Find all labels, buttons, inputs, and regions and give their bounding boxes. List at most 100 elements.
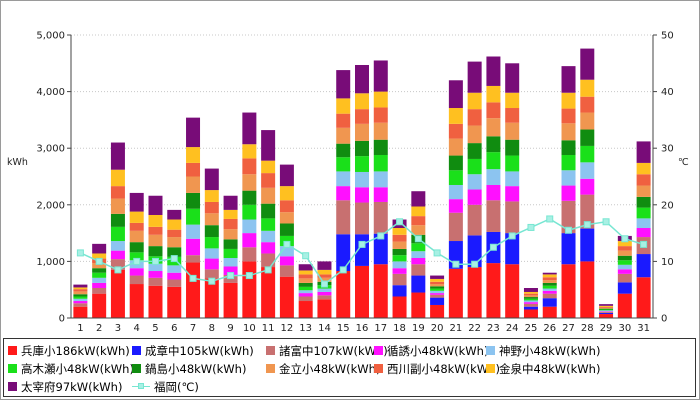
- bar-segment: [148, 226, 163, 235]
- x-axis-tick-label: 25: [525, 323, 538, 334]
- bar-segment: [392, 228, 407, 235]
- bar-segment: [167, 237, 182, 248]
- bar-segment: [430, 278, 445, 282]
- bar-segment: [542, 285, 557, 289]
- bar-segment: [298, 270, 313, 275]
- bar-segment: [448, 80, 463, 109]
- bar-segment: [486, 169, 501, 185]
- bar-segment: [486, 85, 501, 103]
- bar-segment: [486, 152, 501, 170]
- bar-segment: [617, 246, 632, 251]
- bar-segment: [636, 141, 651, 163]
- bar-segment: [580, 96, 595, 113]
- legend-item: 神野小48kW(kWh): [486, 342, 600, 359]
- bar-segment: [636, 254, 651, 278]
- bar-segment: [636, 185, 651, 197]
- bar-segment: [505, 122, 520, 140]
- legend-label: 金立小48kW(kWh): [279, 361, 381, 376]
- x-axis-tick-label: 31: [637, 323, 650, 334]
- bar-segment: [223, 248, 238, 259]
- bar-segment: [580, 129, 595, 146]
- bar-segment: [392, 255, 407, 262]
- bar-segment: [261, 187, 276, 204]
- bar-segment: [129, 211, 144, 223]
- bar-segment: [73, 298, 88, 302]
- bar-segment: [73, 306, 88, 318]
- bar-segment: [148, 277, 163, 286]
- bar-segment: [261, 253, 276, 268]
- bar-segment: [617, 264, 632, 270]
- y2-axis-tick-label: 30: [661, 144, 674, 155]
- bar-segment: [110, 198, 125, 214]
- temperature-point: [414, 235, 422, 243]
- x-axis-tick-label: 5: [152, 323, 158, 334]
- bar-segment: [204, 278, 219, 318]
- temperature-point: [245, 272, 253, 280]
- bar-segment: [580, 178, 595, 195]
- bar-segment: [298, 264, 313, 271]
- x-axis-tick-label: 6: [171, 323, 177, 334]
- bar-segment: [279, 265, 294, 277]
- legend-item: 諸富中107kW(kWh): [266, 342, 388, 359]
- bar-segment: [317, 277, 332, 282]
- bar-segment: [599, 310, 614, 312]
- legend-swatch: [132, 346, 141, 355]
- temperature-point: [227, 272, 235, 280]
- x-axis-tick-label: 18: [393, 323, 406, 334]
- bar-segment: [242, 190, 257, 205]
- bar-segment: [430, 286, 445, 289]
- bar-segment: [73, 294, 88, 297]
- legend-label: 太宰府97kW(kWh): [21, 379, 123, 394]
- bar-segment: [261, 203, 276, 219]
- bar-segment: [448, 155, 463, 171]
- bar-segment: [373, 122, 388, 140]
- bar-segment: [542, 298, 557, 307]
- bar-segment: [392, 234, 407, 242]
- bar-segment: [279, 186, 294, 201]
- bar-segment: [523, 295, 538, 298]
- legend-swatch: [8, 346, 17, 355]
- bar-segment: [448, 138, 463, 156]
- temperature-point: [320, 280, 328, 288]
- x-axis-tick-label: 26: [543, 323, 556, 334]
- bar-segment: [148, 246, 163, 257]
- y-axis-unit-label: kWh: [7, 157, 28, 168]
- bar-segment: [355, 156, 369, 172]
- temperature-point: [358, 240, 366, 248]
- bar-segment: [129, 284, 144, 318]
- y2-axis-tick-label: 0: [661, 314, 667, 325]
- bar-segment: [542, 274, 557, 278]
- temperature-point: [151, 257, 159, 265]
- legend-swatch: [374, 346, 383, 355]
- legend-item: 鍋島小48kW(kWh): [132, 360, 246, 377]
- bar-segment: [373, 264, 388, 318]
- legend-label: 鍋島小48kW(kWh): [145, 361, 247, 376]
- x-axis-tick-label: 3: [115, 323, 121, 334]
- x-axis-tick-label: 16: [356, 323, 369, 334]
- bar-segment: [505, 186, 520, 202]
- bar-segment: [355, 265, 369, 318]
- bar-segment: [336, 127, 351, 144]
- bar-segment: [411, 292, 426, 318]
- bar-segment: [336, 157, 351, 172]
- bar-segment: [486, 136, 501, 153]
- bar-segment: [186, 117, 201, 148]
- bar-segment: [373, 107, 388, 123]
- bar-segment: [298, 274, 313, 279]
- bar-segment: [298, 290, 313, 294]
- temperature-point: [602, 218, 610, 226]
- bar-segment: [392, 248, 407, 256]
- bar-segment: [279, 164, 294, 187]
- y2-axis-tick-label: 50: [661, 31, 674, 42]
- temperature-point: [283, 240, 291, 248]
- bar-segment: [110, 241, 125, 251]
- bar-segment: [92, 272, 107, 278]
- bar-segment: [617, 293, 632, 318]
- x-axis-tick-label: 9: [227, 323, 233, 334]
- bar-segment: [392, 296, 407, 318]
- legend-label: 諸富中107kW(kWh): [279, 343, 388, 358]
- bar-segment: [336, 113, 351, 128]
- bar-segment: [167, 286, 182, 318]
- bar-segment: [336, 98, 351, 114]
- temperature-point: [208, 277, 216, 285]
